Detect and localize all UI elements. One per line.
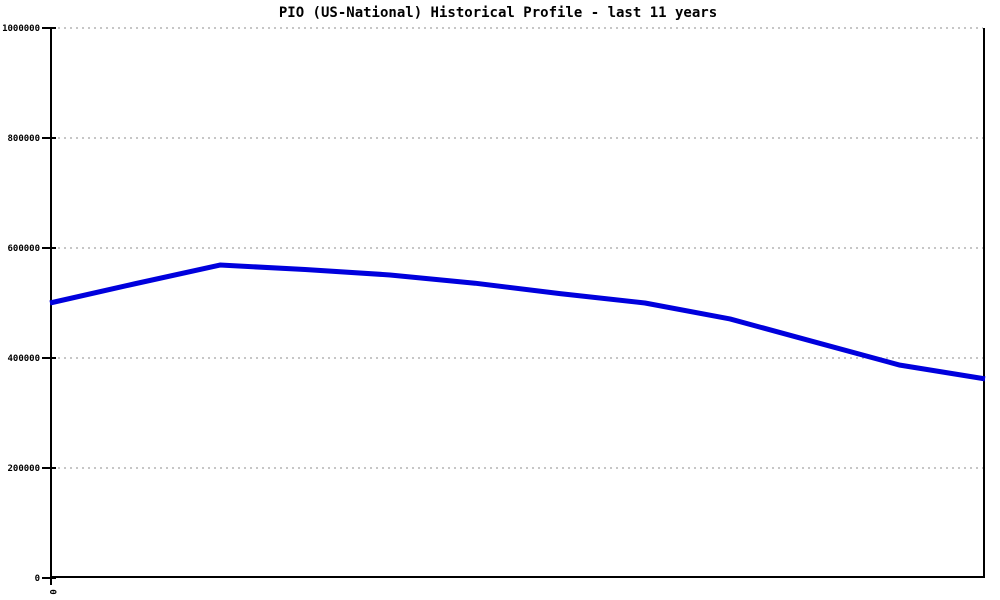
chart-title: PIO (US-National) Historical Profile - l… <box>278 5 718 21</box>
y-tick-label: 200000 <box>7 464 40 474</box>
y-tick-label: 400000 <box>7 354 40 364</box>
y-tick-label: 600000 <box>7 244 40 254</box>
x-tick-label: 0 <box>47 589 57 594</box>
y-tick-label: 800000 <box>7 134 40 144</box>
series-line <box>49 262 986 382</box>
y-tick-label: 0 <box>35 574 40 584</box>
y-tick-label: 1000000 <box>2 24 40 34</box>
